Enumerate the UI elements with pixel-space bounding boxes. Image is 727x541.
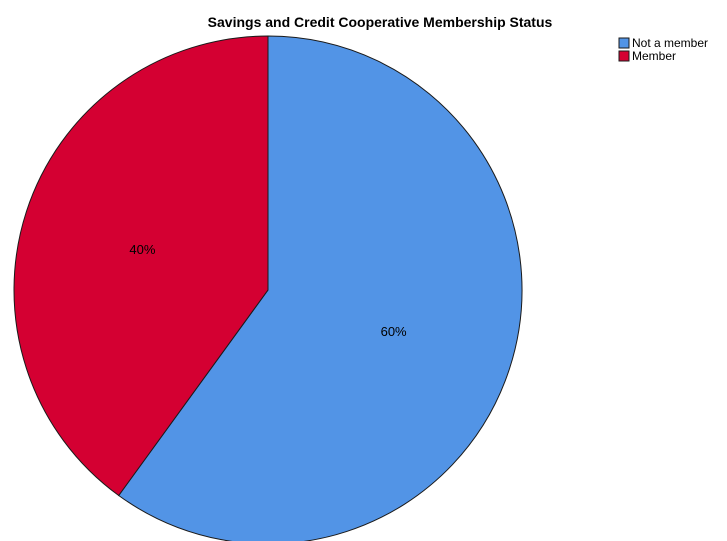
legend-label: Not a member — [632, 36, 708, 50]
pie-slice-not-a-member — [118, 35, 523, 541]
pie-slice-member — [13, 35, 269, 497]
pie-slices — [13, 35, 523, 541]
legend-swatch — [618, 50, 630, 62]
slice-data-label: 60% — [381, 324, 407, 339]
legend-label: Member — [632, 49, 676, 63]
pie-slice-labels: 60% 40% — [129, 242, 407, 339]
legend-swatch — [618, 37, 630, 49]
slice-data-label: 40% — [129, 242, 155, 257]
chart-title: Savings and Credit Cooperative Membershi… — [208, 14, 553, 30]
